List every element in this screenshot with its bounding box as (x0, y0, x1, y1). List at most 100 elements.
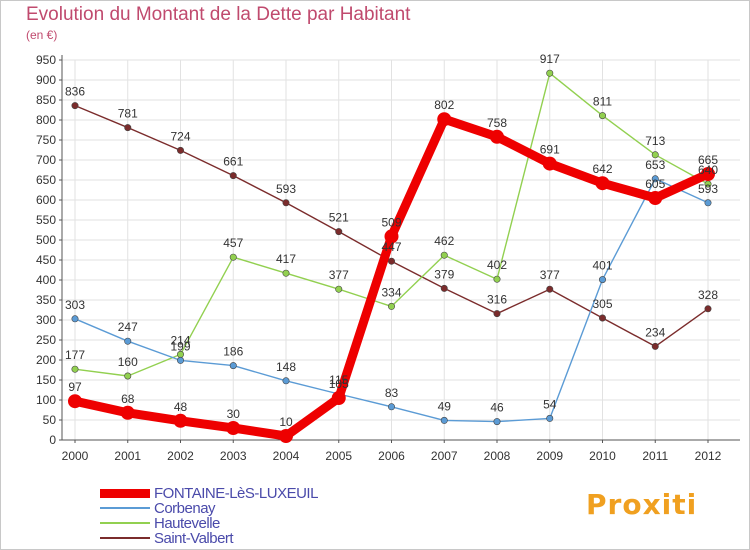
x-tick-label: 2005 (325, 449, 352, 463)
data-label: 836 (65, 85, 85, 99)
data-label: 334 (381, 285, 401, 299)
data-label: 402 (487, 258, 507, 272)
data-label: 509 (381, 215, 401, 229)
data-point (598, 276, 606, 284)
data-point (68, 394, 82, 409)
data-label: 417 (276, 252, 296, 266)
data-labels-3: 836 781 724 661 593 521 447 379 316 377 305 234 328 (65, 85, 718, 340)
y-tick-label: 150 (36, 373, 56, 387)
data-point (387, 257, 395, 265)
data-label: 661 (223, 155, 243, 169)
data-label: 917 (540, 52, 560, 66)
logo-text: Proxiti (586, 488, 698, 521)
y-tick-label: 500 (36, 233, 56, 247)
data-point (71, 102, 79, 110)
data-point (440, 284, 448, 292)
data-point (546, 414, 554, 422)
data-point (282, 377, 290, 385)
data-point (493, 310, 501, 318)
data-point (542, 156, 557, 171)
data-point (648, 191, 663, 205)
series-3 (71, 102, 712, 350)
data-point (384, 229, 399, 244)
data-label: 713 (645, 134, 665, 148)
data-point (704, 199, 712, 207)
x-tick-label: 2010 (589, 449, 616, 463)
x-tick-label: 2011 (642, 449, 668, 463)
y-tick-label: 0 (49, 433, 56, 447)
data-label: 653 (645, 158, 665, 172)
data-label: 593 (698, 182, 718, 196)
data-label: 10 (279, 415, 293, 429)
y-tick-label: 200 (36, 353, 56, 367)
y-tick-label: 450 (36, 253, 56, 267)
data-label: 758 (487, 116, 507, 130)
data-point (595, 176, 610, 191)
y-tick-label: 600 (36, 193, 56, 207)
data-label: 177 (65, 348, 85, 362)
data-label: 462 (434, 234, 454, 248)
legend-label: Hautevelle (154, 514, 220, 532)
data-label: 328 (698, 288, 718, 302)
data-label: 83 (385, 386, 399, 400)
y-tick-label: 550 (36, 213, 56, 227)
data-point (226, 421, 241, 435)
x-tick-label: 2003 (220, 449, 247, 463)
data-label: 46 (490, 401, 504, 415)
y-tick-label: 650 (36, 173, 56, 187)
data-label: 97 (68, 380, 82, 394)
data-point (229, 172, 237, 180)
data-labels-0: 97 68 48 30 10 105 509 802 758 691 642 605 665 (68, 98, 718, 429)
data-point (282, 269, 290, 277)
data-label: 105 (329, 377, 349, 391)
data-point (598, 314, 606, 322)
data-label: 48 (174, 400, 188, 414)
data-labels-1: 303 247 199 186 148 115 83 49 46 54 401 653 593 (65, 158, 718, 415)
x-tick-label: 2008 (484, 449, 511, 463)
data-point (437, 112, 452, 127)
data-label: 401 (592, 259, 612, 273)
data-point (440, 416, 448, 424)
data-point (177, 356, 185, 364)
data-labels-2: 177 160 214 457 417 377 334 462 402 917 811 713 640 (65, 52, 718, 369)
data-label: 447 (381, 240, 401, 254)
series-0 (68, 112, 715, 443)
data-label: 303 (65, 298, 85, 312)
y-tick-label: 900 (36, 73, 56, 87)
data-point (282, 199, 290, 207)
data-label: 305 (592, 297, 612, 311)
data-label: 781 (118, 107, 138, 121)
data-point (335, 285, 343, 293)
y-tick-label: 850 (36, 93, 56, 107)
legend-swatch (100, 488, 150, 498)
x-tick-label: 2012 (695, 449, 722, 463)
data-label: 724 (170, 129, 190, 143)
data-point (490, 129, 504, 144)
legend-label: Corbenay (154, 499, 216, 517)
y-tick-label: 350 (36, 293, 56, 307)
data-label: 605 (645, 177, 665, 191)
legend-item: Hautevelle (100, 514, 220, 532)
y-tick-label: 950 (36, 53, 56, 67)
data-label: 148 (276, 360, 296, 374)
data-point (120, 405, 135, 420)
legend-swatch (100, 507, 150, 509)
data-label: 316 (487, 293, 507, 307)
y-tick-label: 700 (36, 153, 56, 167)
data-point (229, 253, 237, 261)
proxiti-logo: Proxiti (586, 488, 697, 521)
data-label: 115 (329, 373, 348, 387)
data-label: 234 (645, 325, 665, 339)
data-point (124, 124, 132, 132)
data-point (177, 146, 185, 154)
data-point (124, 337, 132, 345)
y-tick-label: 300 (36, 313, 56, 327)
legend-item: Saint-Valbert (100, 530, 234, 547)
series-2 (71, 69, 712, 380)
y-tick-label: 750 (36, 133, 56, 147)
legend-swatch (100, 537, 150, 539)
data-label: 160 (118, 355, 138, 369)
data-point (173, 413, 188, 428)
y-tick-label: 400 (36, 273, 56, 287)
data-point (651, 151, 659, 159)
